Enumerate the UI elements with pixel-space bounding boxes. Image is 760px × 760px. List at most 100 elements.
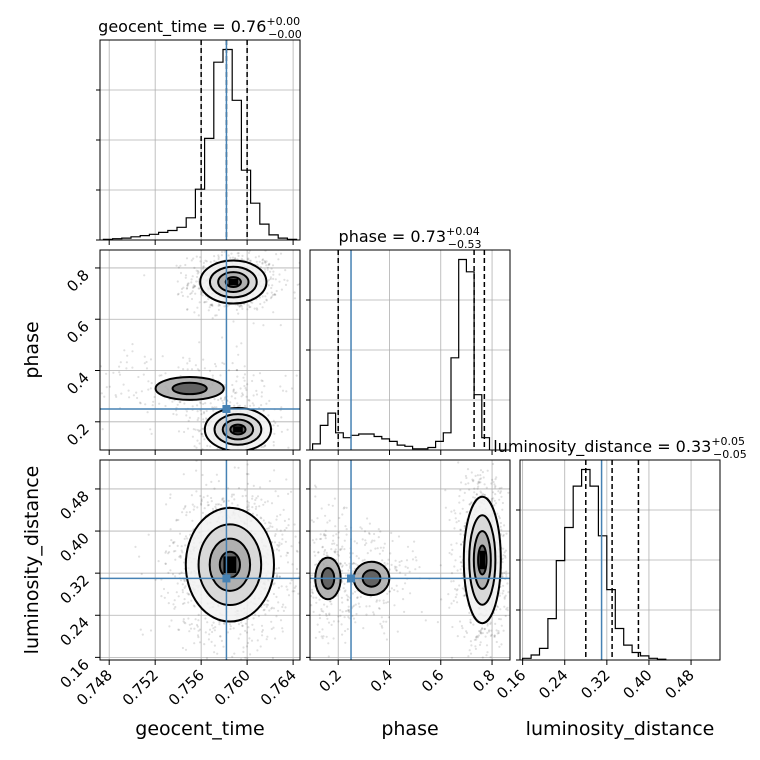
sample-point	[127, 389, 130, 392]
sample-point	[182, 368, 185, 371]
sample-point	[219, 635, 222, 638]
sample-point	[253, 628, 256, 631]
sample-point	[502, 629, 505, 632]
sample-point	[140, 390, 143, 393]
sample-point	[237, 487, 241, 490]
sample-point	[403, 610, 406, 614]
sample-point	[273, 541, 277, 544]
sample-point	[381, 549, 384, 552]
sample-point	[463, 588, 466, 591]
sample-point	[134, 545, 137, 549]
sample-point	[388, 590, 392, 593]
sample-point	[119, 361, 122, 364]
sample-point	[382, 599, 385, 602]
sample-point	[450, 553, 453, 556]
sample-point	[501, 592, 504, 595]
sample-point	[320, 635, 323, 638]
sample-point	[150, 432, 153, 435]
sample-point	[404, 582, 407, 585]
sample-point	[458, 501, 461, 504]
y-tick-label: 0.32	[56, 571, 92, 607]
sample-point	[354, 603, 357, 606]
sample-point	[384, 564, 387, 567]
sample-point	[293, 619, 295, 621]
sample-point	[323, 532, 326, 536]
sample-point	[273, 293, 276, 296]
sample-point	[369, 549, 372, 552]
sample-point	[249, 404, 252, 407]
sample-point	[205, 409, 208, 413]
sample-point	[297, 592, 300, 595]
sample-point	[263, 603, 266, 607]
sample-point	[463, 525, 466, 528]
sample-point	[334, 551, 337, 554]
sample-point	[209, 402, 212, 405]
sample-point	[313, 585, 316, 588]
sample-point	[195, 490, 198, 493]
sample-point	[190, 259, 193, 262]
sample-point	[359, 526, 362, 529]
sample-point	[282, 571, 284, 573]
sample-point	[201, 432, 204, 436]
sample-point	[122, 383, 125, 386]
sample-point	[236, 375, 239, 378]
sample-point	[251, 512, 254, 515]
sample-point	[346, 598, 349, 601]
sample-point	[351, 592, 354, 595]
sample-point	[502, 547, 505, 550]
sample-point	[264, 261, 267, 264]
sample-point	[204, 402, 207, 405]
sample-point	[186, 427, 190, 430]
sample-point	[246, 383, 249, 386]
sample-point	[393, 565, 397, 568]
sample-point	[485, 486, 488, 489]
sample-point	[491, 478, 494, 481]
sample-point	[263, 608, 266, 611]
sample-point	[313, 567, 315, 569]
sample-point	[458, 584, 461, 587]
sample-point	[243, 462, 245, 464]
sample-point	[174, 575, 177, 578]
sample-point	[199, 401, 202, 404]
sample-point	[304, 564, 306, 566]
sample-point	[265, 260, 268, 263]
sample-point	[276, 424, 279, 427]
sample-point	[279, 555, 282, 558]
sample-point	[172, 603, 175, 606]
sample-point	[221, 336, 224, 339]
sample-point	[239, 633, 242, 636]
sample-point	[390, 563, 393, 567]
sample-point	[276, 515, 279, 518]
sample-point	[210, 480, 213, 483]
sample-point	[477, 480, 480, 483]
sample-point	[411, 558, 415, 561]
sample-point	[291, 590, 294, 593]
sample-point	[245, 395, 248, 398]
sample-point	[500, 486, 503, 489]
sample-point	[456, 601, 459, 604]
sample-point	[193, 311, 196, 314]
sample-point	[473, 496, 477, 499]
sample-point	[334, 548, 337, 551]
sample-point	[232, 493, 235, 496]
sample-point	[375, 599, 379, 602]
sample-point	[198, 641, 202, 644]
sample-point	[478, 481, 481, 484]
sample-point	[311, 574, 314, 577]
sample-point	[246, 248, 248, 250]
sample-point	[115, 395, 118, 398]
sample-point	[269, 297, 273, 300]
sample-point	[474, 645, 477, 648]
sample-point	[388, 590, 391, 593]
sample-point	[266, 603, 269, 607]
density-contour	[171, 381, 208, 396]
sample-point	[198, 369, 201, 372]
sample-point	[499, 490, 503, 493]
sample-point	[452, 580, 455, 583]
sample-point	[188, 623, 191, 626]
sample-point	[114, 394, 117, 397]
sample-point	[469, 652, 473, 655]
sample-point	[473, 487, 476, 490]
sample-point	[279, 529, 282, 532]
sample-point	[211, 304, 214, 307]
